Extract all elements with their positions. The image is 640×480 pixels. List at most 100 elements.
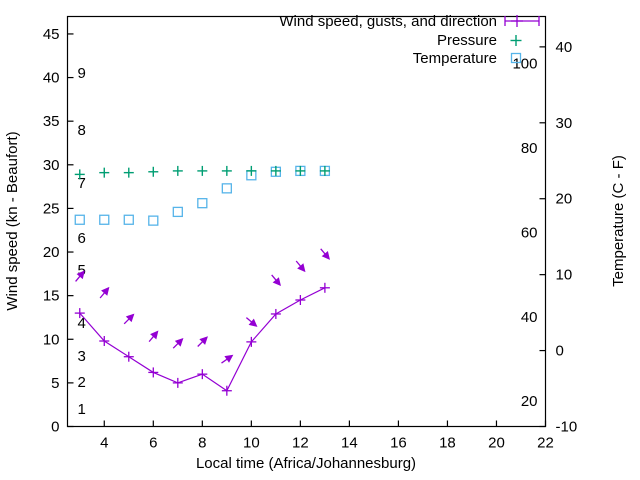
wind-direction-arrow	[295, 260, 306, 273]
legend-marker-pressure	[510, 35, 522, 46]
x-tick-label: 12	[292, 435, 309, 452]
plot-frame	[66, 15, 547, 428]
temperature-point	[74, 214, 85, 225]
pressure-point	[123, 167, 134, 178]
wind-speed-point	[221, 385, 232, 396]
beaufort-level-2: 2	[78, 374, 86, 391]
y-tick-label: 40	[43, 70, 60, 87]
wind-direction-arrow	[75, 270, 85, 282]
pressure-point	[295, 165, 306, 176]
wind-direction-arrows	[75, 248, 330, 364]
pressure-point	[319, 165, 330, 176]
legend-label-pressure: Pressure	[437, 32, 497, 49]
temperature-point	[148, 215, 159, 226]
y-tick-label: 0	[51, 419, 59, 436]
y2-tick-label-celsius: 40	[556, 39, 573, 56]
legend-marker-wind	[504, 15, 540, 27]
y2-tick-label-celsius: 20	[556, 191, 573, 208]
y-tick-label: 25	[43, 200, 60, 217]
wind-direction-arrow	[123, 313, 135, 325]
wind-speed-point	[197, 369, 208, 380]
y-tick-label: 35	[43, 113, 60, 130]
pressure-point	[99, 167, 110, 178]
y-tick-label: 15	[43, 288, 60, 305]
pressure-point	[246, 165, 257, 176]
wind-speed-point	[270, 308, 281, 319]
x-axis: 4 6 8 10 12 14 16 18 20 22 Local time (Africa/Joh…	[100, 420, 554, 472]
wind-direction-arrow	[99, 286, 110, 299]
y-axis-label: Wind speed (kn - Beaufort)	[4, 131, 21, 310]
y2-tick-label-fahrenheit: 60	[521, 224, 538, 241]
x-tick-label: 4	[100, 435, 108, 452]
wind-direction-arrow	[320, 248, 330, 260]
pressure-point	[172, 165, 183, 176]
wind-direction-arrow	[221, 354, 234, 364]
temperature-point	[172, 206, 183, 218]
series-pressure	[74, 165, 330, 180]
y2-axis-label: Temperature (C - F)	[610, 155, 627, 287]
pressure-point	[221, 165, 232, 176]
y2-tick-label-celsius: 30	[556, 115, 573, 132]
beaufort-level-5: 5	[78, 262, 86, 279]
temperature-point	[197, 198, 208, 209]
y2-tick-label-celsius: 0	[556, 343, 564, 360]
y2-tick-label-fahrenheit: 20	[521, 393, 538, 410]
legend-marker-temperature	[510, 52, 522, 64]
y-axis-right: -10 0 10 20 30 40 20 40 60 80 100 Temperature (C …	[512, 39, 627, 436]
legend-label-wind: Wind speed, gusts, and direction	[279, 13, 497, 30]
wind-direction-arrow	[172, 338, 184, 349]
wind-speed-point	[295, 295, 306, 306]
wind-speed-point	[148, 367, 159, 378]
y-tick-label: 20	[43, 244, 60, 261]
wind-direction-arrow	[271, 274, 281, 287]
beaufort-level-7: 7	[78, 175, 86, 192]
x-tick-label: 20	[488, 435, 505, 452]
beaufort-level-4: 4	[78, 315, 86, 332]
y-axis-left: 0 5 10 15 20 25 30 35 40 45 Wind speed (kn - Beau…	[4, 26, 74, 436]
pressure-point	[148, 166, 159, 177]
pressure-point	[197, 165, 208, 176]
series-wind	[74, 282, 330, 396]
wind-speed-point	[172, 377, 183, 388]
wind-speed-point	[99, 336, 110, 347]
wind-direction-arrow	[197, 336, 208, 347]
x-tick-label: 16	[390, 435, 407, 452]
wind-direction-arrow	[245, 317, 258, 327]
wind-speed-point	[246, 336, 257, 347]
beaufort-level-8: 8	[78, 122, 86, 139]
chart-legend: Wind speed, gusts, and direction Pressur…	[279, 13, 540, 67]
x-tick-label: 14	[341, 435, 358, 452]
legend-label-temperature: Temperature	[413, 50, 497, 67]
y-tick-label: 5	[51, 375, 59, 392]
y2-tick-label-fahrenheit: 80	[521, 140, 538, 157]
y-tick-label: 45	[43, 26, 60, 43]
pressure-point	[270, 165, 281, 176]
x-tick-label: 18	[439, 435, 456, 452]
beaufort-level-9: 9	[78, 65, 86, 82]
wind-speed-point	[319, 282, 330, 293]
beaufort-scale: 1 2 3 4 5 6 7 8 9	[78, 65, 86, 418]
y2-tick-label-fahrenheit: 100	[512, 56, 537, 73]
temperature-point	[221, 183, 232, 194]
y2-tick-label-fahrenheit: 40	[521, 309, 538, 326]
x-axis-label: Local time (Africa/Johannesburg)	[196, 455, 416, 472]
pressure-point	[74, 169, 85, 180]
beaufort-level-3: 3	[78, 348, 86, 365]
wind-direction-arrow	[148, 330, 159, 343]
x-tick-label: 8	[198, 435, 206, 452]
beaufort-level-6: 6	[78, 230, 86, 247]
wind-speed-point	[123, 351, 134, 362]
y2-tick-label-celsius: 10	[556, 267, 573, 284]
x-tick-label: 10	[243, 435, 260, 452]
wind-speed-point	[74, 308, 85, 319]
temperature-point	[99, 214, 110, 225]
y2-tick-label-celsius: -10	[556, 419, 578, 436]
temperature-point	[123, 214, 134, 225]
x-tick-label: 6	[149, 435, 157, 452]
x-tick-label: 22	[537, 435, 554, 452]
y-tick-label: 30	[43, 157, 60, 174]
beaufort-level-1: 1	[78, 401, 86, 418]
y-tick-label: 10	[43, 331, 60, 348]
